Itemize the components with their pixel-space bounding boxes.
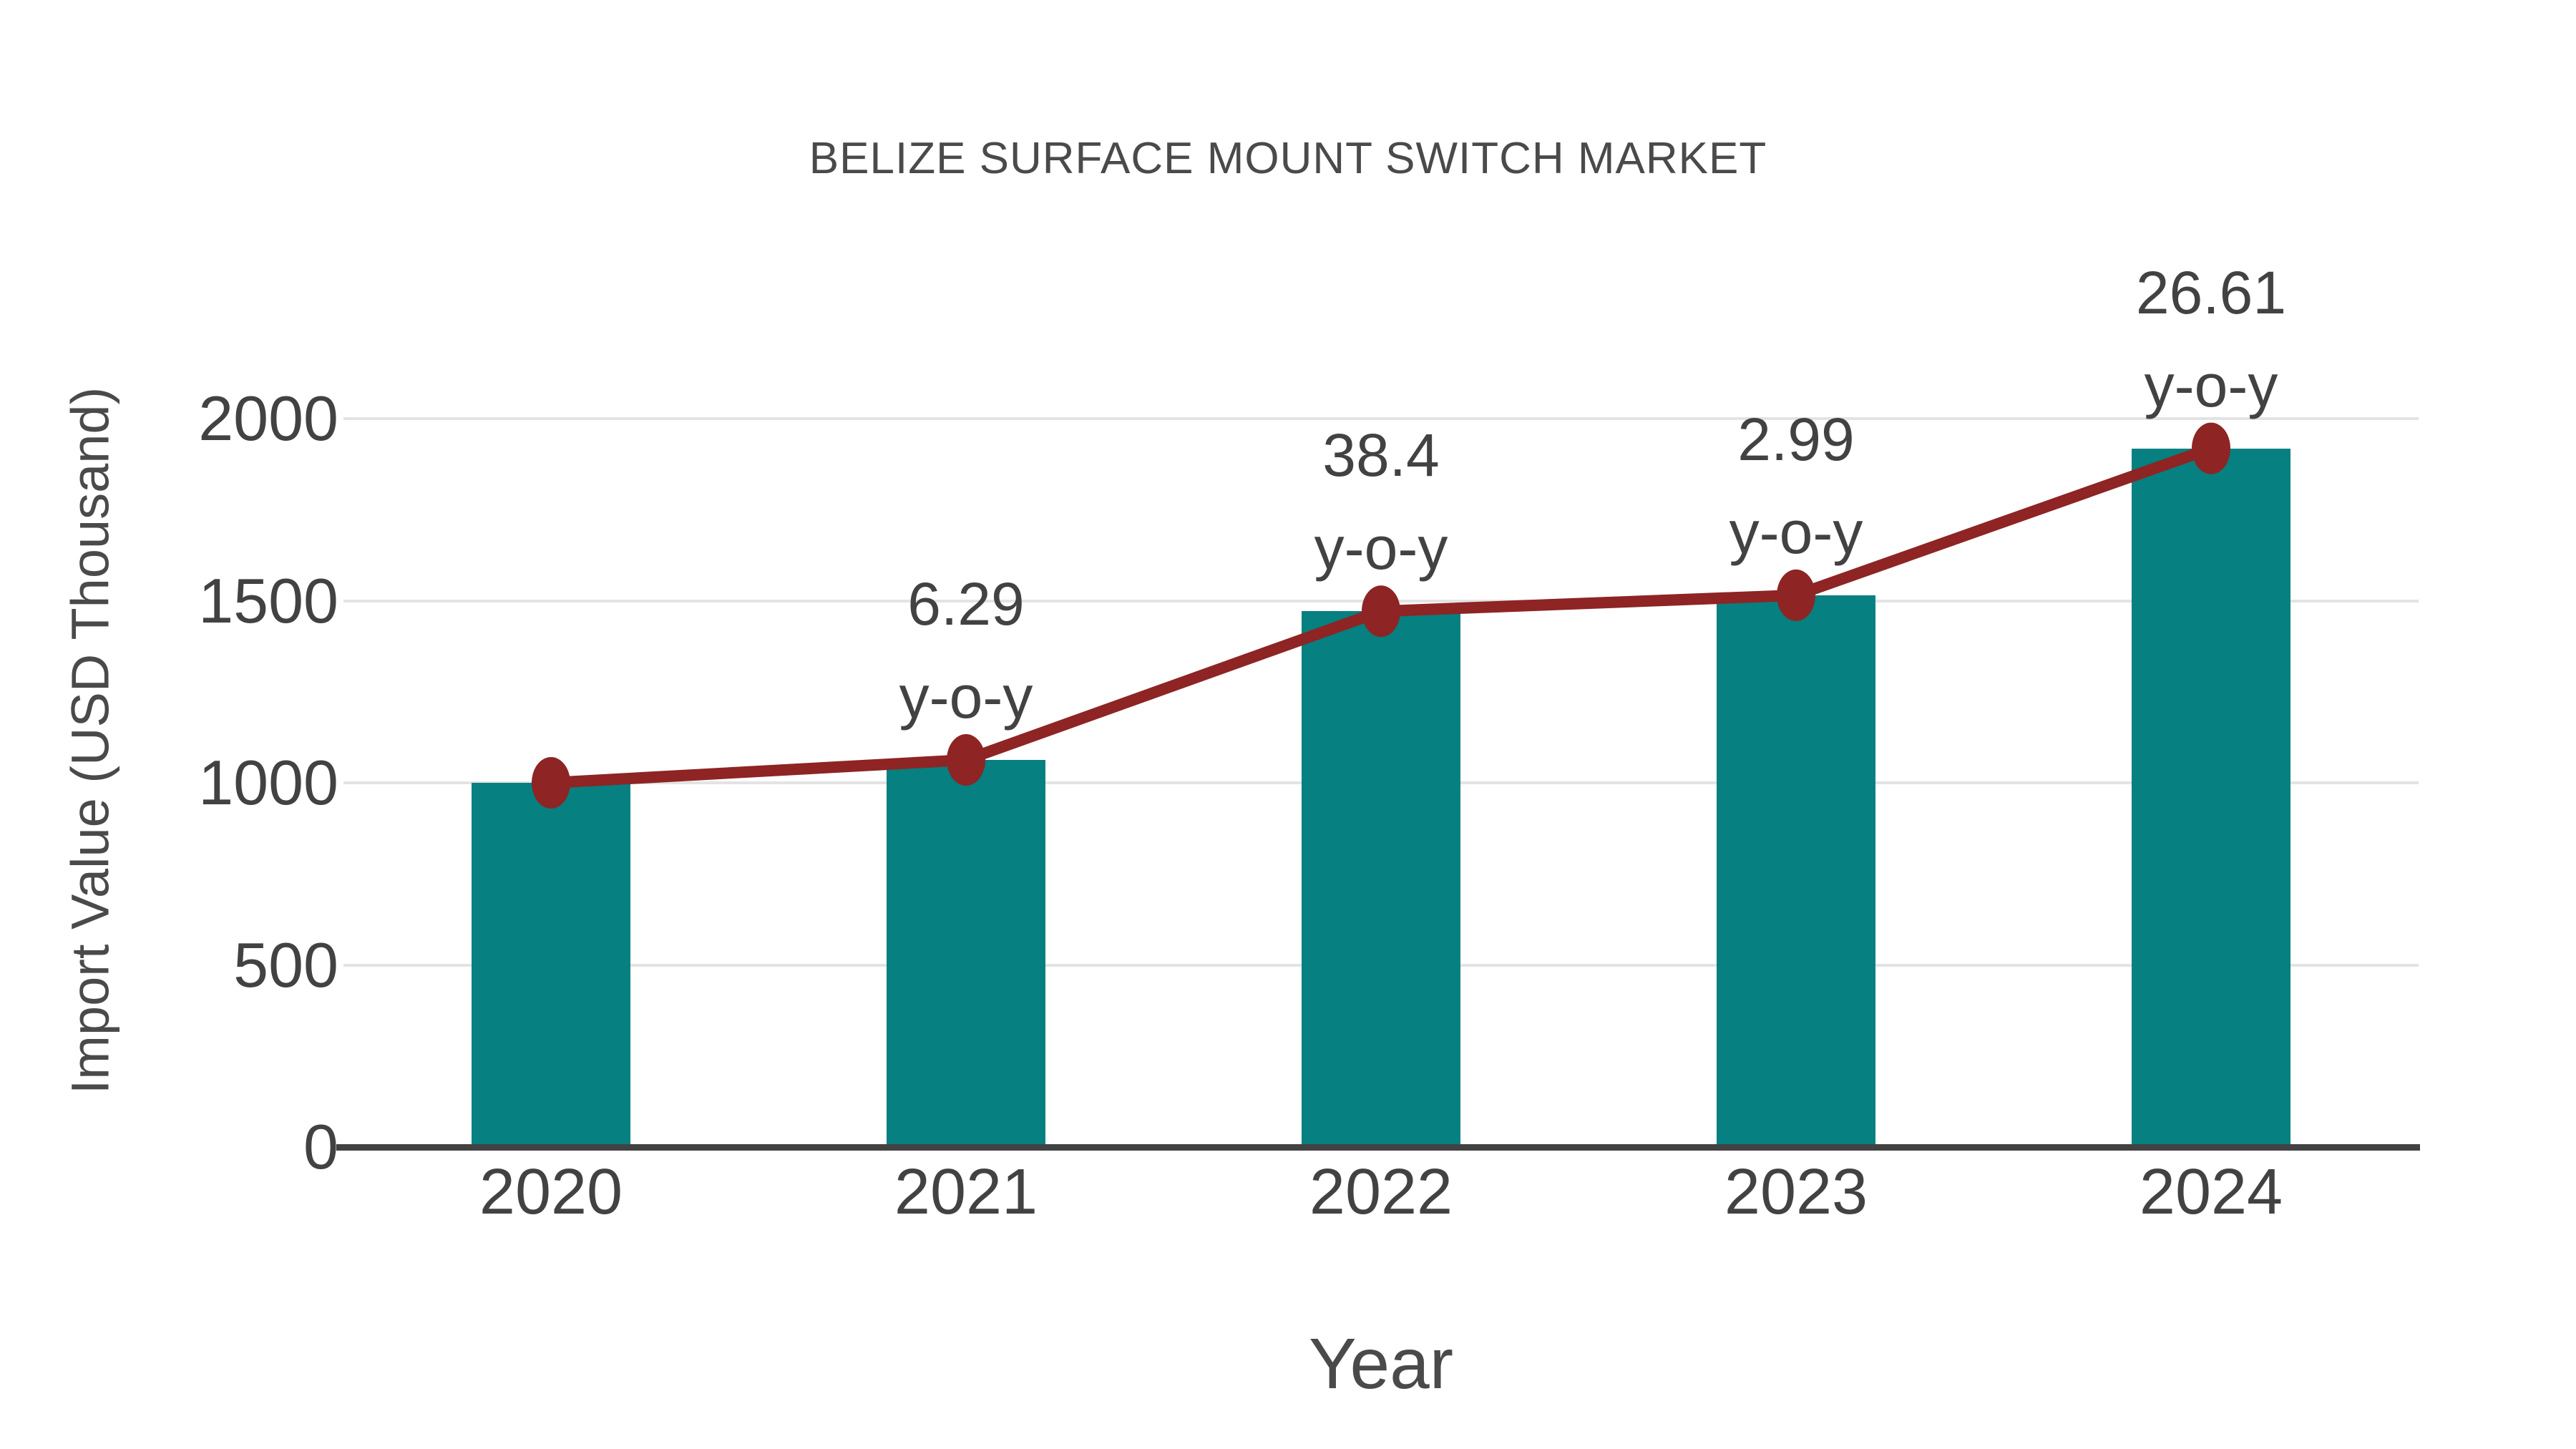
- marker-2024: [2192, 422, 2230, 474]
- marker-2022: [1362, 585, 1400, 638]
- x-axis-line: [336, 1144, 2420, 1151]
- marker-2021: [947, 733, 985, 786]
- grid-line-2000: [343, 417, 2419, 420]
- x-tick-2021: 2021: [894, 1156, 1038, 1228]
- y-tick-1500: 1500: [198, 565, 338, 636]
- chart-title: BELIZE SURFACE MOUNT SWITCH MARKET: [809, 134, 1767, 183]
- bar-2020: [472, 783, 630, 1147]
- annotation-2024-label: y-o-y: [2144, 351, 2278, 419]
- y-tick-500: 500: [233, 929, 338, 1000]
- y-tick-0: 0: [303, 1111, 338, 1182]
- annotation-2022-value: 38.4: [1322, 421, 1440, 489]
- y-tick-2000: 2000: [198, 383, 338, 454]
- annotation-2023-value: 2.99: [1737, 405, 1855, 473]
- x-tick-2024: 2024: [2139, 1156, 2283, 1228]
- x-tick-2020: 2020: [479, 1156, 623, 1228]
- annotation-2022-label: y-o-y: [1314, 514, 1448, 582]
- annotation-2024-value: 26.61: [2135, 258, 2287, 326]
- x-tick-2022: 2022: [1309, 1156, 1453, 1228]
- annotation-2021-value: 6.29: [907, 570, 1025, 638]
- marker-2020: [532, 757, 570, 809]
- x-tick-2023: 2023: [1724, 1156, 1868, 1228]
- annotation-2023-label: y-o-y: [1729, 498, 1863, 566]
- annotation-2021-label: y-o-y: [899, 663, 1033, 731]
- marker-2023: [1777, 569, 1815, 621]
- bar-2024: [2132, 448, 2290, 1147]
- x-axis-title: Year: [1308, 1324, 1454, 1404]
- bar-2023: [1717, 595, 1875, 1147]
- bar-2022: [1302, 611, 1460, 1147]
- y-tick-1000: 1000: [198, 747, 338, 818]
- bar-2021: [887, 759, 1045, 1147]
